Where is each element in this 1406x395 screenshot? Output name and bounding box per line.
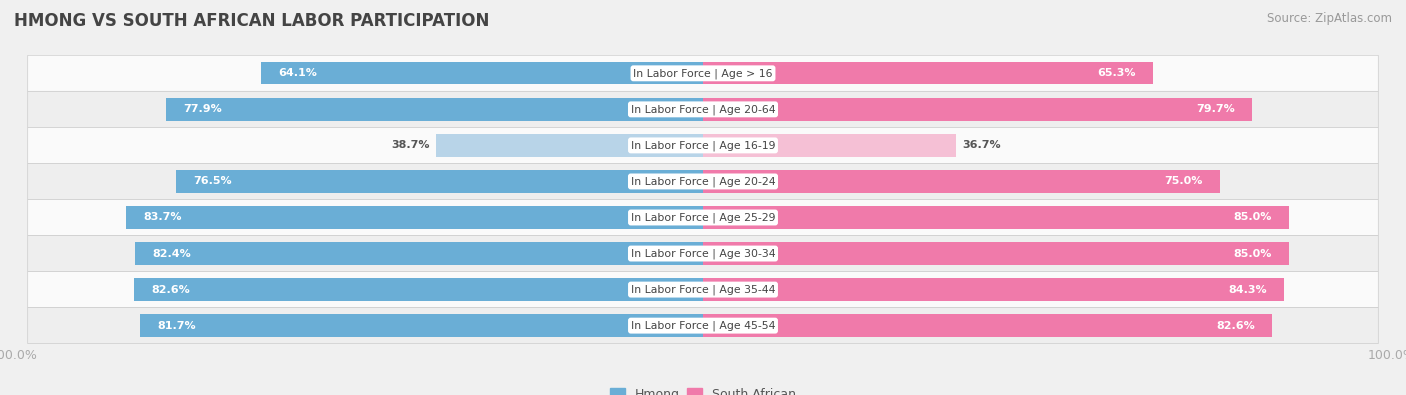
Text: In Labor Force | Age 25-29: In Labor Force | Age 25-29 bbox=[631, 212, 775, 223]
Text: 77.9%: 77.9% bbox=[184, 104, 222, 115]
Bar bbox=[135, 243, 703, 265]
Text: 79.7%: 79.7% bbox=[1197, 104, 1234, 115]
Text: 82.6%: 82.6% bbox=[152, 284, 190, 295]
Text: 76.5%: 76.5% bbox=[193, 177, 232, 186]
Text: HMONG VS SOUTH AFRICAN LABOR PARTICIPATION: HMONG VS SOUTH AFRICAN LABOR PARTICIPATI… bbox=[14, 12, 489, 30]
FancyBboxPatch shape bbox=[28, 235, 1378, 272]
FancyBboxPatch shape bbox=[28, 272, 1378, 308]
Bar bbox=[703, 98, 1253, 120]
Bar bbox=[703, 243, 1289, 265]
Text: 85.0%: 85.0% bbox=[1233, 213, 1271, 222]
Text: 38.7%: 38.7% bbox=[391, 140, 429, 150]
Text: In Labor Force | Age 30-34: In Labor Force | Age 30-34 bbox=[631, 248, 775, 259]
Bar bbox=[141, 314, 703, 337]
Text: 85.0%: 85.0% bbox=[1233, 248, 1271, 259]
FancyBboxPatch shape bbox=[28, 128, 1378, 164]
Bar bbox=[262, 62, 703, 85]
Bar bbox=[703, 314, 1272, 337]
Text: In Labor Force | Age 45-54: In Labor Force | Age 45-54 bbox=[631, 320, 775, 331]
Text: In Labor Force | Age 35-44: In Labor Force | Age 35-44 bbox=[631, 284, 775, 295]
Bar bbox=[703, 62, 1153, 85]
FancyBboxPatch shape bbox=[28, 199, 1378, 235]
Text: 81.7%: 81.7% bbox=[157, 321, 195, 331]
Text: 83.7%: 83.7% bbox=[143, 213, 183, 222]
Bar bbox=[703, 170, 1219, 193]
FancyBboxPatch shape bbox=[28, 55, 1378, 91]
Bar bbox=[703, 134, 956, 156]
Text: 36.7%: 36.7% bbox=[963, 140, 1001, 150]
Text: 75.0%: 75.0% bbox=[1164, 177, 1202, 186]
Bar bbox=[703, 278, 1284, 301]
Text: In Labor Force | Age > 16: In Labor Force | Age > 16 bbox=[633, 68, 773, 79]
Bar bbox=[127, 206, 703, 229]
Legend: Hmong, South African: Hmong, South African bbox=[610, 388, 796, 395]
Text: 84.3%: 84.3% bbox=[1227, 284, 1267, 295]
Text: In Labor Force | Age 20-24: In Labor Force | Age 20-24 bbox=[631, 176, 775, 187]
Bar bbox=[134, 278, 703, 301]
Text: Source: ZipAtlas.com: Source: ZipAtlas.com bbox=[1267, 12, 1392, 25]
Text: 82.6%: 82.6% bbox=[1216, 321, 1254, 331]
Text: 64.1%: 64.1% bbox=[278, 68, 318, 78]
Text: In Labor Force | Age 16-19: In Labor Force | Age 16-19 bbox=[631, 140, 775, 150]
FancyBboxPatch shape bbox=[28, 308, 1378, 344]
Text: 82.4%: 82.4% bbox=[152, 248, 191, 259]
Text: In Labor Force | Age 20-64: In Labor Force | Age 20-64 bbox=[631, 104, 775, 115]
Bar bbox=[436, 134, 703, 156]
Bar bbox=[703, 206, 1289, 229]
Bar bbox=[176, 170, 703, 193]
Text: 65.3%: 65.3% bbox=[1097, 68, 1136, 78]
FancyBboxPatch shape bbox=[28, 164, 1378, 199]
FancyBboxPatch shape bbox=[28, 91, 1378, 128]
Bar bbox=[166, 98, 703, 120]
